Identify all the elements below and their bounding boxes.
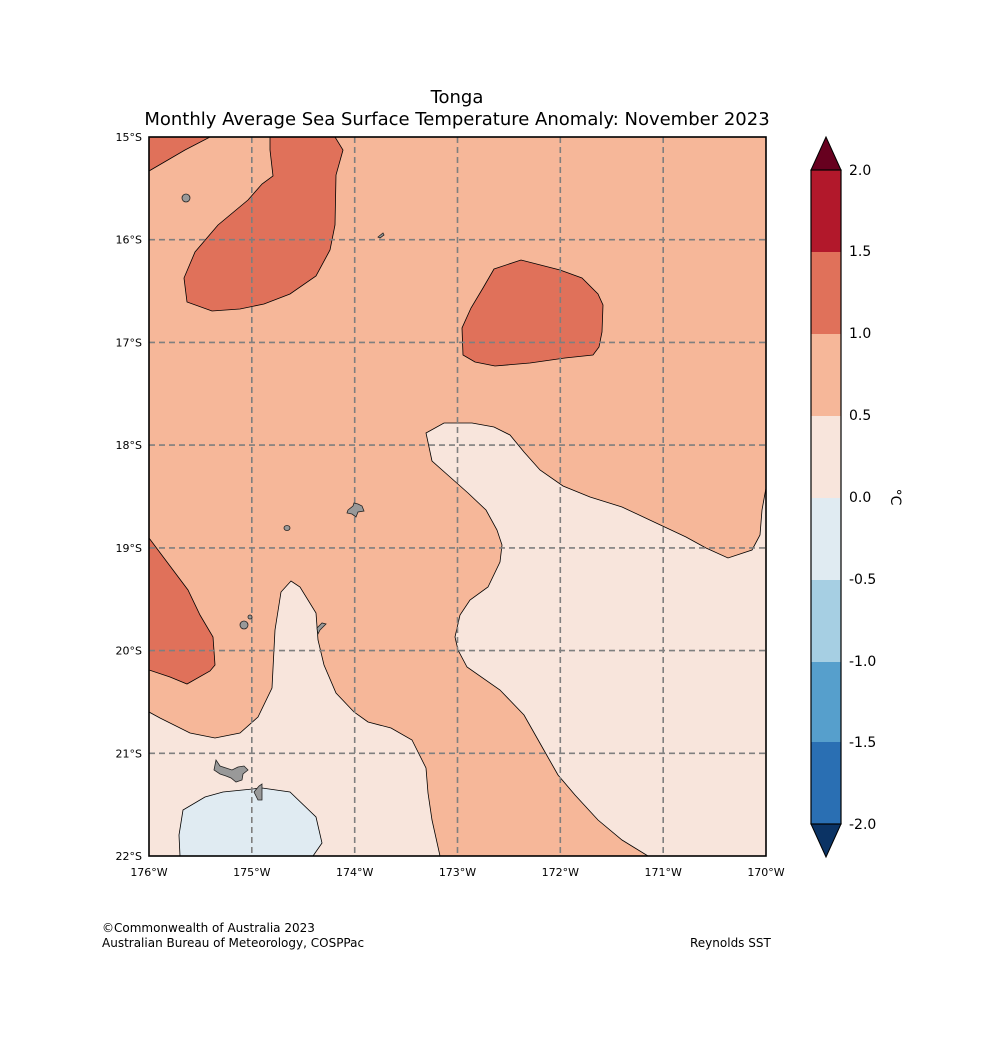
lat-tick-21s: 21°S <box>116 747 142 760</box>
lon-tick-172w: 172°W <box>542 866 579 879</box>
colorbar-bin-neg2.0-neg1.5 <box>811 742 841 824</box>
lon-tick-176w: 176°W <box>130 866 167 879</box>
graticule <box>149 137 766 856</box>
colorbar-tick-neg1.0: -1.0 <box>849 654 876 670</box>
colorbar-bin-neg1.0-neg0.5 <box>811 580 841 662</box>
map-title: Tonga <box>430 87 484 108</box>
lon-tick-173w: 173°W <box>439 866 476 879</box>
lat-tick-16s: 16°S <box>116 234 142 247</box>
land-islands <box>181 193 385 801</box>
colorbar-bin-1.0-1.5 <box>811 252 841 334</box>
colorbar-extend-max <box>810 135 842 171</box>
colorbar-bin-neg0.5-0.0 <box>811 498 841 580</box>
region-anomaly-1.0-1.5-top-left-corner <box>149 137 211 172</box>
island-tofua <box>239 620 249 630</box>
colorbar-bin-1.5-2.0 <box>811 170 841 252</box>
lat-tick-17s: 17°S <box>116 336 142 349</box>
lat-tick-22s: 22°S <box>116 850 142 863</box>
lat-tick-20s: 20°S <box>116 645 142 658</box>
island-vavau <box>346 502 365 518</box>
lat-tick-19s: 19°S <box>116 542 142 555</box>
data-source: Reynolds SST <box>690 936 771 950</box>
colorbar-bin-0.0-0.5 <box>811 416 841 498</box>
colorbar-bin-neg1.5-neg1.0 <box>811 662 841 742</box>
copyright-line: ©Commonwealth of Australia 2023 <box>102 921 315 935</box>
lon-tick-171w: 171°W <box>645 866 682 879</box>
island-fonualei <box>283 525 291 531</box>
island-niuafoou <box>181 193 191 203</box>
island-tongatapu <box>213 758 249 783</box>
colorbar-extend-min <box>810 823 842 859</box>
region-anomaly-1.0-1.5-northeast <box>461 259 604 367</box>
map-subtitle: Monthly Average Sea Surface Temperature … <box>144 109 770 130</box>
colorbar-tick-0.0: 0.0 <box>849 490 871 506</box>
colorbar-ticks: 2.0 1.5 1.0 0.5 0.0 -0.5 -1.0 -1.5 -2.0 <box>849 163 876 833</box>
lon-tick-175w: 175°W <box>233 866 270 879</box>
region-anomaly-1.0-1.5-west <box>149 537 216 685</box>
island-niuatoputapu <box>377 232 385 239</box>
lat-tick-15s: 15°S <box>116 131 142 144</box>
island-kao <box>247 614 253 620</box>
colorbar-tick-neg0.5: -0.5 <box>849 572 876 588</box>
colorbar-unit-label: °C <box>887 489 903 506</box>
colorbar-frame <box>810 169 842 825</box>
anomaly-contours <box>149 137 766 856</box>
region-anomaly-1.0-1.5-northwest <box>183 137 344 312</box>
region-anomaly-0.0-0.5-southwest <box>149 580 441 856</box>
region-anomaly-0.0-0.5-east <box>425 422 766 856</box>
colorbar-tick-neg2.0: -2.0 <box>849 817 876 833</box>
colorbar-bin-0.5-1.0 <box>811 334 841 416</box>
colorbar-tick-1.0: 1.0 <box>849 326 871 342</box>
colorbar: 2.0 1.5 1.0 0.5 0.0 -0.5 -1.0 -1.5 -2.0 … <box>810 135 903 859</box>
colorbar-tick-neg1.5: -1.5 <box>849 735 876 751</box>
colorbar-tick-0.5: 0.5 <box>849 408 871 424</box>
lon-tick-174w: 174°W <box>336 866 373 879</box>
colorbar-tick-2.0: 2.0 <box>849 163 871 179</box>
longitude-axis: 176°W 175°W 174°W 173°W 172°W 171°W 170°… <box>130 866 784 879</box>
island-eua <box>253 783 263 801</box>
agency-line: Australian Bureau of Meteorology, COSPPa… <box>102 936 365 950</box>
lon-tick-170w: 170°W <box>747 866 784 879</box>
colorbar-tick-1.5: 1.5 <box>849 244 871 260</box>
latitude-axis: 15°S 16°S 17°S 18°S 19°S 20°S 21°S 22°S <box>116 131 142 863</box>
island-haapai <box>316 622 327 636</box>
lat-tick-18s: 18°S <box>116 439 142 452</box>
map-frame <box>148 136 767 857</box>
